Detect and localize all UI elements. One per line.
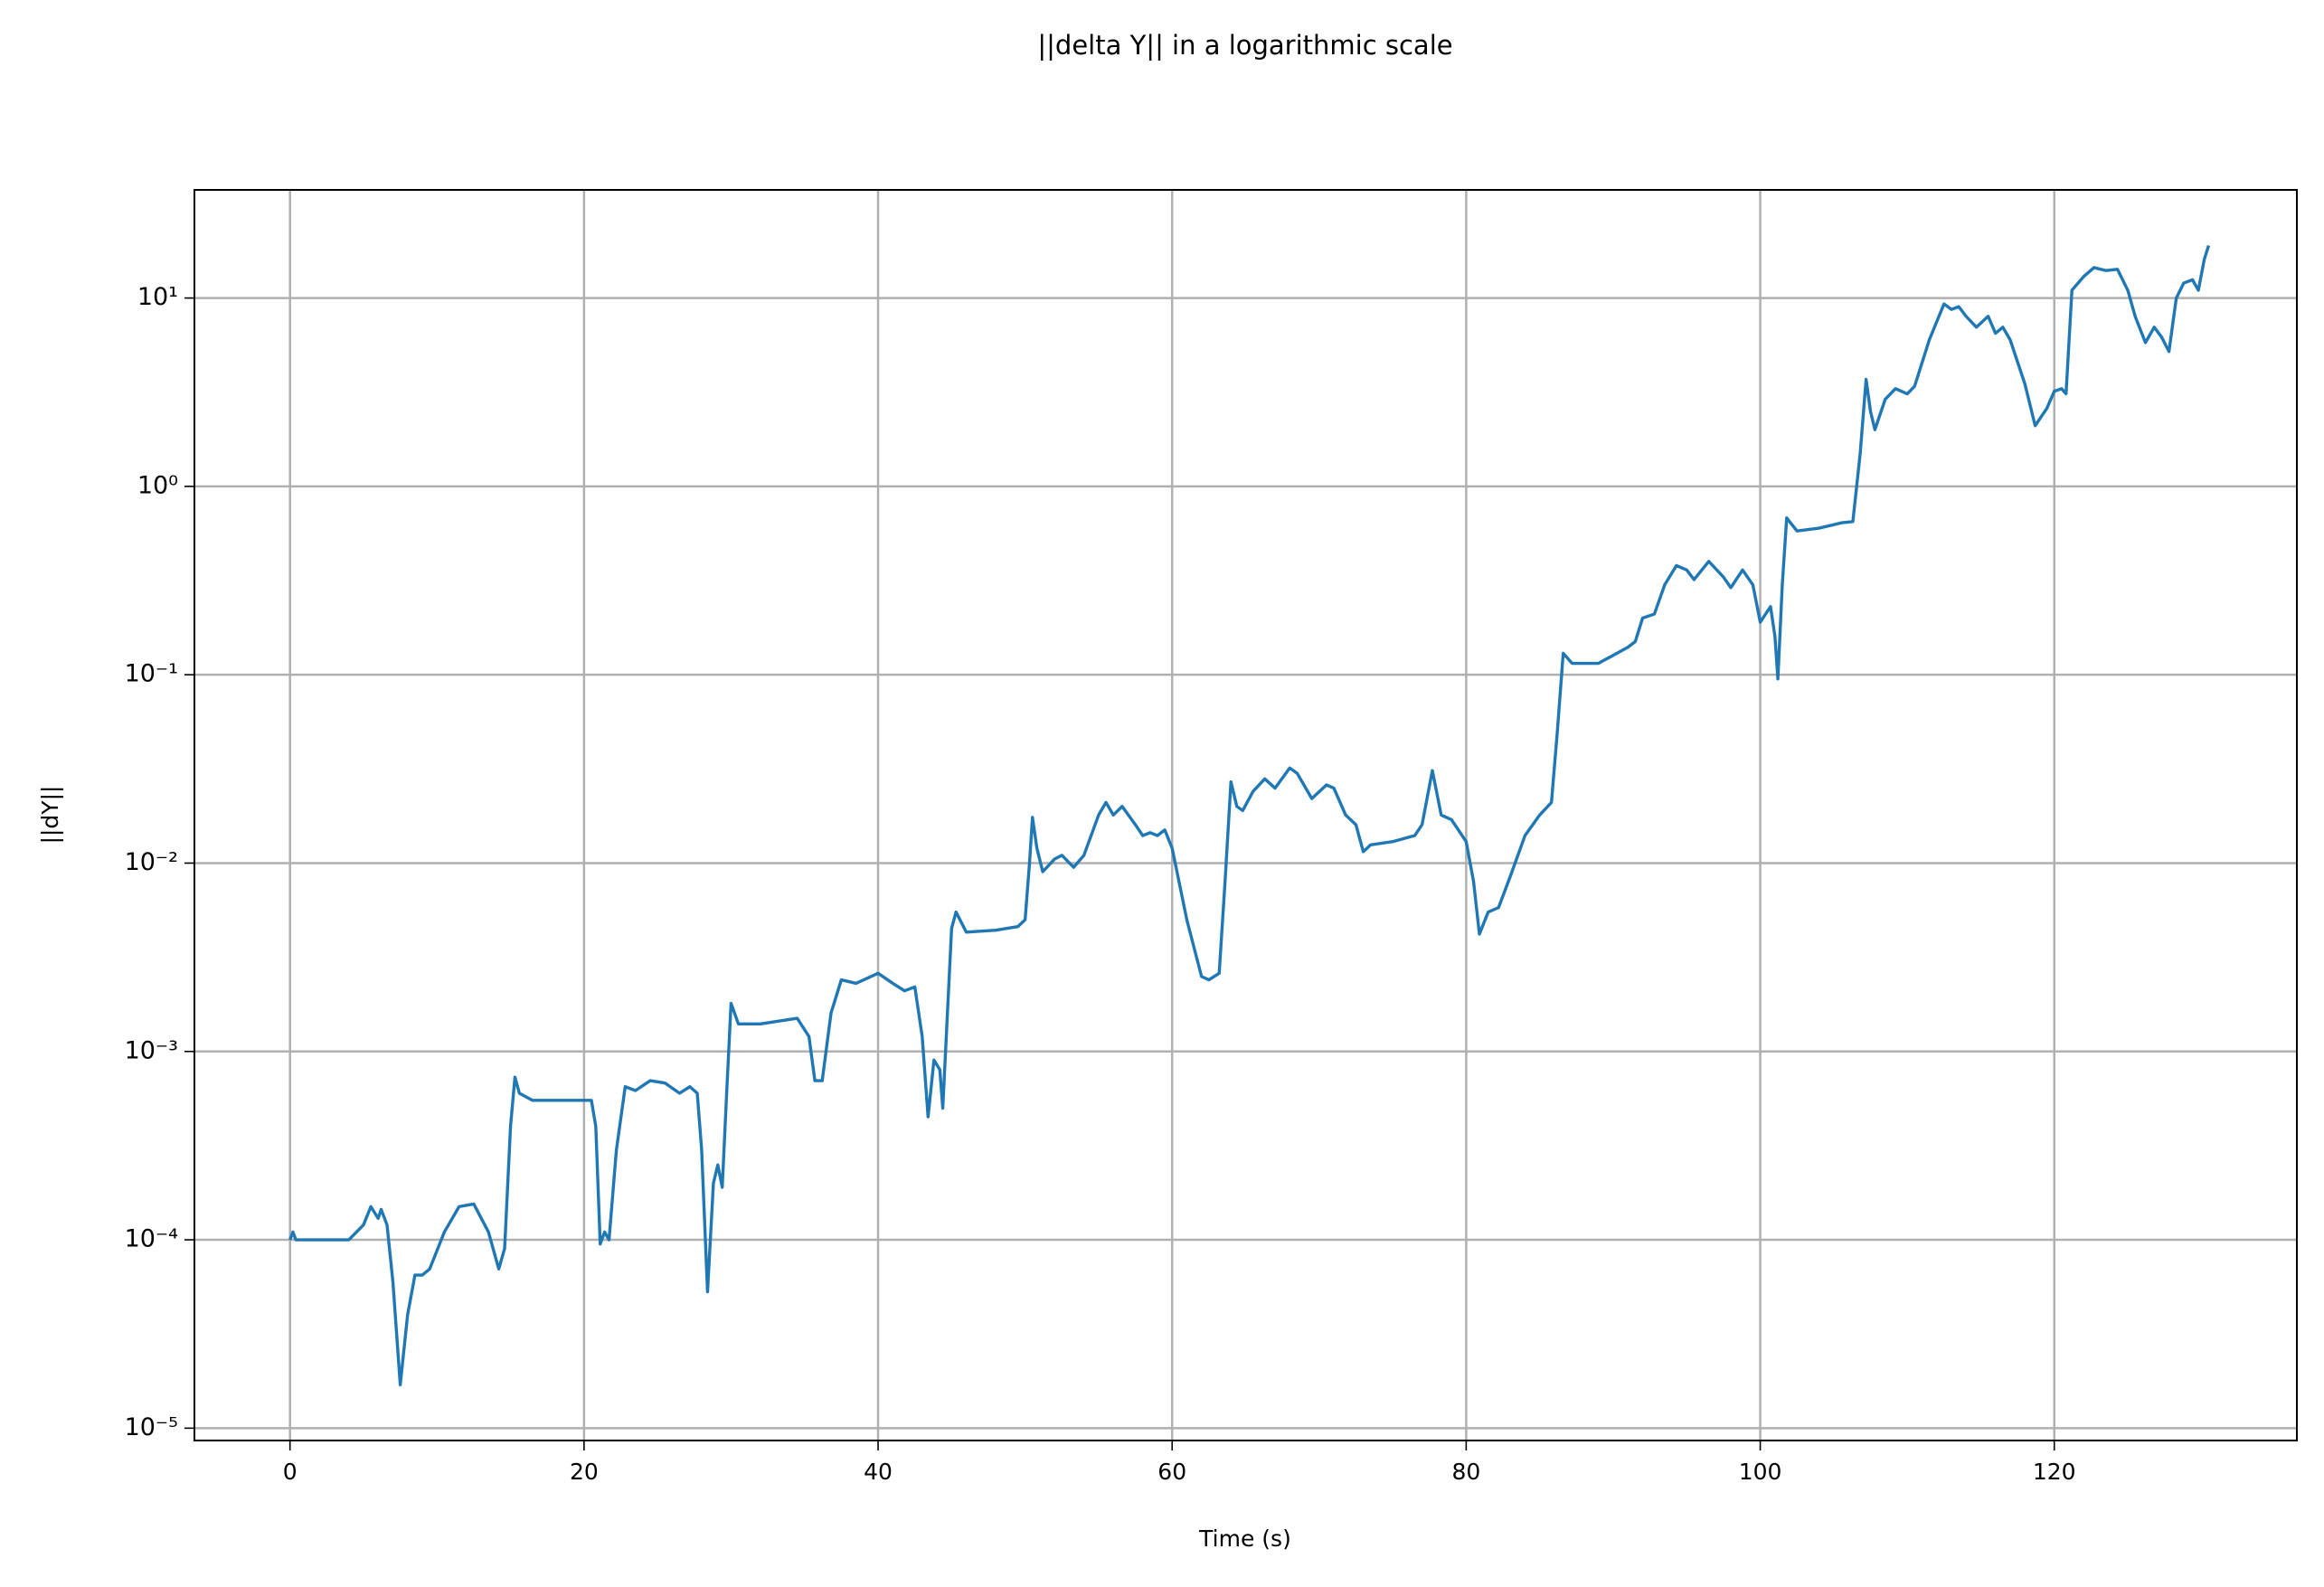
x-tick-label: 120 — [2033, 1459, 2076, 1485]
chart-title: ||delta Y|| in a logarithmic scale — [1037, 30, 1452, 61]
x-tick-label: 40 — [864, 1459, 893, 1485]
x-tick-label: 80 — [1451, 1459, 1480, 1485]
x-axis-label: Time (s) — [1198, 1526, 1291, 1552]
y-tick-label: 10¹ — [137, 283, 178, 311]
y-tick-label: 10⁻² — [125, 848, 178, 876]
y-tick-label: 10⁻³ — [125, 1036, 178, 1064]
y-tick-label: 10⁰ — [137, 471, 178, 499]
plot-frame — [194, 189, 2298, 1441]
data-line — [288, 245, 2211, 1387]
y-tick-label: 10⁻⁵ — [125, 1413, 178, 1441]
x-tick-label: 0 — [283, 1459, 298, 1485]
x-tick-label: 100 — [1739, 1459, 1782, 1485]
y-axis-label: ||dY|| — [37, 786, 63, 845]
x-tick-label: 20 — [570, 1459, 599, 1485]
y-tick-label: 10⁻¹ — [125, 660, 178, 688]
x-tick-label: 60 — [1157, 1459, 1186, 1485]
y-tick-label: 10⁻⁴ — [125, 1225, 178, 1253]
